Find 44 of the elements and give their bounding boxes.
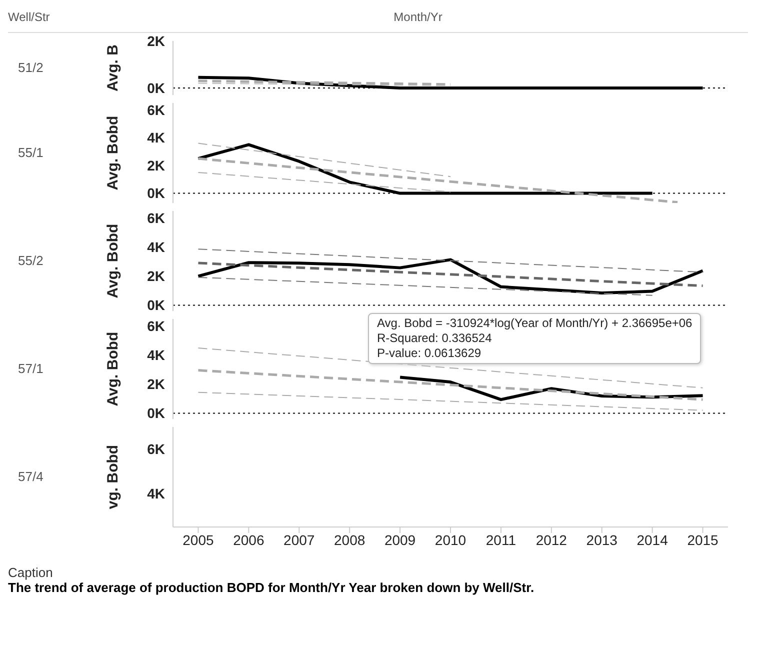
annotation: P-value: 0.0613629	[377, 346, 482, 361]
y-tick-label: 2K	[147, 376, 165, 392]
y-tick-label: 2K	[147, 32, 165, 49]
x-tick-label: 2013	[586, 532, 618, 548]
x-tick-label: 2006	[233, 532, 264, 548]
y-tick-label: 0K	[147, 297, 165, 314]
x-tick-label: 2009	[384, 532, 416, 548]
x-tick-label: 2007	[284, 532, 315, 548]
annotation: Avg. Bobd = -310924*log(Year of Month/Yr) + 2.36695e+06	[377, 316, 692, 331]
y-tick-label: 4K	[147, 347, 165, 364]
y-axis-title: Avg. Bobd	[104, 332, 122, 406]
y-tick-label: 6K	[147, 441, 165, 458]
x-tick-label: 2005	[182, 532, 214, 548]
y-axis-title: vg. Bobd	[104, 444, 122, 510]
y-tick-label: 6K	[147, 210, 165, 226]
y-tick-label: 2K	[147, 268, 165, 284]
annotation: R-Squared: 0.336524	[377, 331, 493, 346]
y-tick-label: 6K	[147, 102, 165, 118]
text: Well/Str	[8, 10, 50, 24]
y-tick-label: 2K	[147, 157, 165, 174]
x-tick-label: 2010	[434, 532, 466, 548]
text: 57/4	[18, 469, 44, 484]
text: Caption	[8, 565, 54, 580]
y-axis-title: Avg. Bobd	[104, 116, 122, 190]
y-tick-label: 0K	[147, 80, 165, 96]
text: 55/1	[18, 145, 44, 160]
text: 57/1	[18, 361, 44, 376]
y-tick-label: 4K	[147, 130, 165, 146]
text: The trend of average of production BOPD for Month/Yr Year broken down by Well/Str.	[8, 580, 536, 595]
y-tick-label: 6K	[147, 318, 165, 334]
text: 51/2	[18, 60, 44, 75]
x-tick-label: 2014	[636, 532, 668, 548]
y-tick-label: 4K	[147, 486, 165, 502]
x-tick-label: 2012	[536, 532, 568, 548]
x-tick-label: 2008	[334, 532, 366, 548]
y-axis-title: Avg. B	[104, 44, 122, 92]
text: 55/2	[18, 253, 44, 268]
y-tick-label: 0K	[147, 185, 165, 202]
x-tick-label: 2011	[486, 532, 516, 548]
x-axis-title: Month/Yr	[392, 9, 444, 26]
y-axis-title: Avg. Bobd	[104, 224, 122, 298]
y-tick-label: 0K	[147, 405, 165, 422]
x-tick-label: 2015	[687, 532, 719, 548]
y-tick-label: 4K	[147, 239, 165, 256]
